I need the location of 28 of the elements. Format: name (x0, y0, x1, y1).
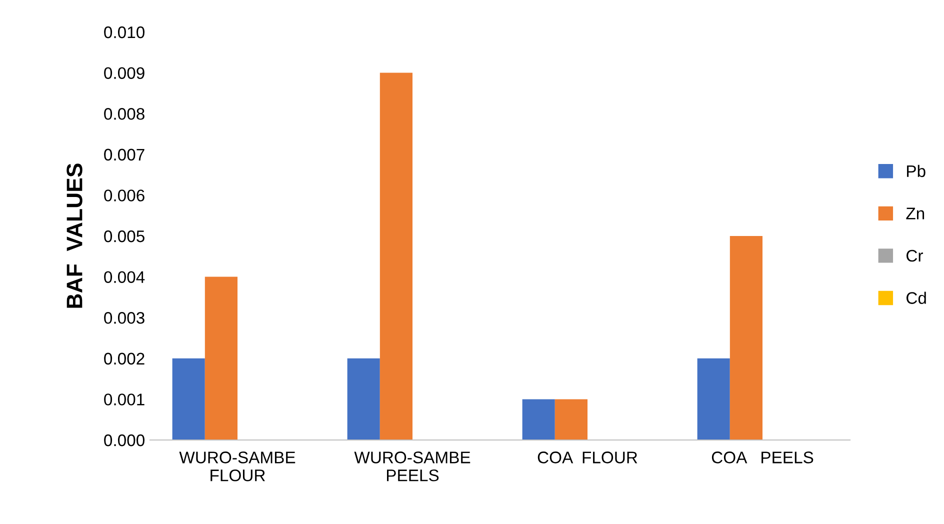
y-tick-label: 0.005 (104, 230, 144, 242)
bar (522, 399, 555, 440)
y-tick-label: 0.003 (104, 312, 144, 324)
y-tick-label: 0.001 (104, 394, 144, 406)
x-tick-label: WURO-SAMBE FLOUR (179, 452, 296, 482)
x-tick-label: COA PEELS (712, 452, 814, 464)
bar (204, 276, 238, 440)
bar (380, 72, 412, 440)
legend-label: Zn (906, 208, 924, 220)
y-tick-label: 0.002 (104, 352, 144, 365)
x-tick-label: COA FLOUR (538, 452, 638, 464)
y-tick-label: 0.010 (104, 26, 144, 38)
y-tick-label: 0.009 (104, 67, 144, 80)
y-tick-label: 0.004 (104, 271, 145, 284)
x-tick-label: WURO-SAMBE PEELS (354, 452, 470, 482)
y-tick-label: 0.007 (104, 148, 144, 161)
bar (347, 358, 380, 440)
bar (172, 358, 205, 440)
legend-label: Cd (906, 292, 926, 304)
legend-label: Cr (906, 250, 923, 262)
legend-label: Pb (907, 164, 926, 178)
y-tick-label: 0.006 (104, 190, 144, 202)
bar (730, 236, 762, 440)
y-tick-label: 0.008 (104, 108, 144, 120)
bar (554, 399, 588, 440)
bar (697, 358, 730, 440)
y-tick-label: 0.000 (104, 434, 144, 446)
y-axis-title: BAF VALUES (66, 164, 82, 308)
